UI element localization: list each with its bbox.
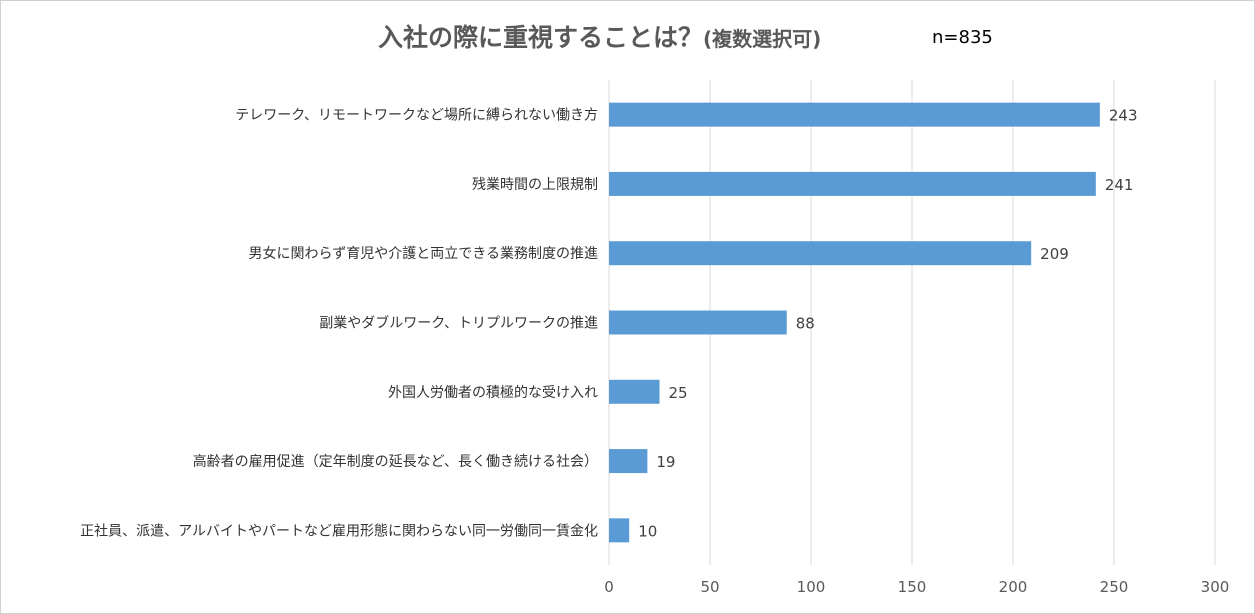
- x-tick-label: 300: [1201, 578, 1230, 596]
- bar: [609, 310, 787, 335]
- chart-title-main: 入社の際に重視することは？: [378, 23, 704, 52]
- bar: [609, 241, 1032, 266]
- x-tick-label: 0: [604, 578, 614, 596]
- sample-size-label: n=835: [932, 27, 993, 48]
- data-label: 241: [1105, 176, 1134, 194]
- category-label: 男女に関わらず育児や介護と両立できる業務制度の推進: [249, 245, 598, 262]
- x-tick-label: 50: [700, 578, 719, 596]
- data-label: 209: [1040, 245, 1069, 263]
- chart-title-suffix: (複数選択可): [703, 27, 822, 51]
- data-label: 25: [669, 384, 688, 402]
- data-label: 88: [796, 315, 815, 333]
- data-label: 243: [1109, 107, 1138, 125]
- category-label: 外国人労働者の積極的な受け入れ: [388, 385, 598, 401]
- bar: [609, 102, 1100, 127]
- bar: [609, 171, 1096, 196]
- bar: [609, 518, 630, 543]
- data-label: 19: [656, 453, 675, 471]
- bar: [609, 379, 660, 404]
- category-label: 残業時間の上限規制: [472, 177, 598, 193]
- chart-title: 入社の際に重視することは？(複数選択可): [378, 18, 821, 54]
- category-label: テレワーク、リモートワークなど場所に縛られない働き方: [235, 107, 598, 124]
- data-label: 10: [638, 522, 657, 540]
- x-tick-label: 250: [1100, 578, 1129, 596]
- x-tick-label: 150: [898, 578, 927, 596]
- x-tick-label: 200: [999, 578, 1028, 596]
- category-label: 副業やダブルワーク、トリプルワークの推進: [319, 315, 598, 332]
- x-tick-label: 100: [797, 578, 826, 596]
- category-label: 正社員、派遣、アルバイトやパートなど雇用形態に関わらない同一労働同一賃金化: [80, 522, 598, 539]
- category-label: 高齢者の雇用促進（定年制度の延長など、長く働き続ける社会）: [193, 453, 598, 470]
- bar: [609, 449, 648, 474]
